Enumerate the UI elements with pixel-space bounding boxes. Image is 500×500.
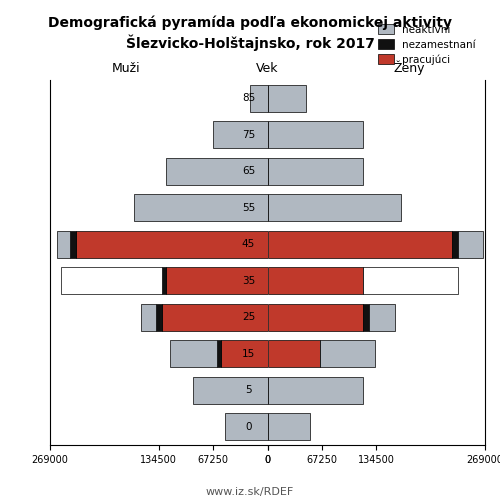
Bar [222,340,268,367]
Bar [62,267,162,294]
Bar [166,267,268,294]
Text: Muži: Muži [112,62,140,75]
Bar [268,340,320,367]
Text: 35: 35 [242,276,255,286]
Text: 85: 85 [242,93,255,104]
Text: Ženy: Ženy [393,60,424,75]
Text: 25: 25 [242,312,255,322]
Bar [268,84,306,112]
Text: 65: 65 [242,166,255,176]
Bar [268,230,452,258]
Bar [268,413,310,440]
Bar [268,376,363,404]
Bar [268,158,363,185]
Text: www.iz.sk/RDEF: www.iz.sk/RDEF [206,488,294,498]
Bar [212,121,268,148]
Bar [156,304,162,331]
Text: 5: 5 [245,385,252,395]
Bar [452,230,458,258]
Bar [363,267,458,294]
Bar [142,304,156,331]
Bar [217,340,222,367]
Bar [58,230,70,258]
Bar [268,121,363,148]
Bar [320,340,375,367]
Bar [370,304,396,331]
Bar [170,340,217,367]
Text: Šlezvicko-Holštajnsko, rok 2017: Šlezvicko-Holštajnsko, rok 2017 [126,34,374,51]
Bar [458,230,483,258]
Bar [250,84,268,112]
Text: 45: 45 [242,240,255,249]
Text: Vek: Vek [256,62,279,75]
Text: Demografická pyramída podľa ekonomickej aktivity: Demografická pyramída podľa ekonomickej … [48,15,452,30]
Text: 15: 15 [242,349,255,359]
Bar [162,267,166,294]
Bar [268,194,401,222]
Text: 0: 0 [245,422,252,432]
Bar [70,230,76,258]
Bar [193,376,268,404]
Bar [226,413,268,440]
Bar [162,304,268,331]
Bar [166,158,268,185]
Bar [363,304,370,331]
Bar [268,267,363,294]
Text: 55: 55 [242,203,255,213]
Bar [134,194,268,222]
Bar [268,304,363,331]
Text: 75: 75 [242,130,255,140]
Legend: neaktívni, nezamestnaní, pracujúci: neaktívni, nezamestnaní, pracujúci [374,20,480,68]
Bar [76,230,268,258]
